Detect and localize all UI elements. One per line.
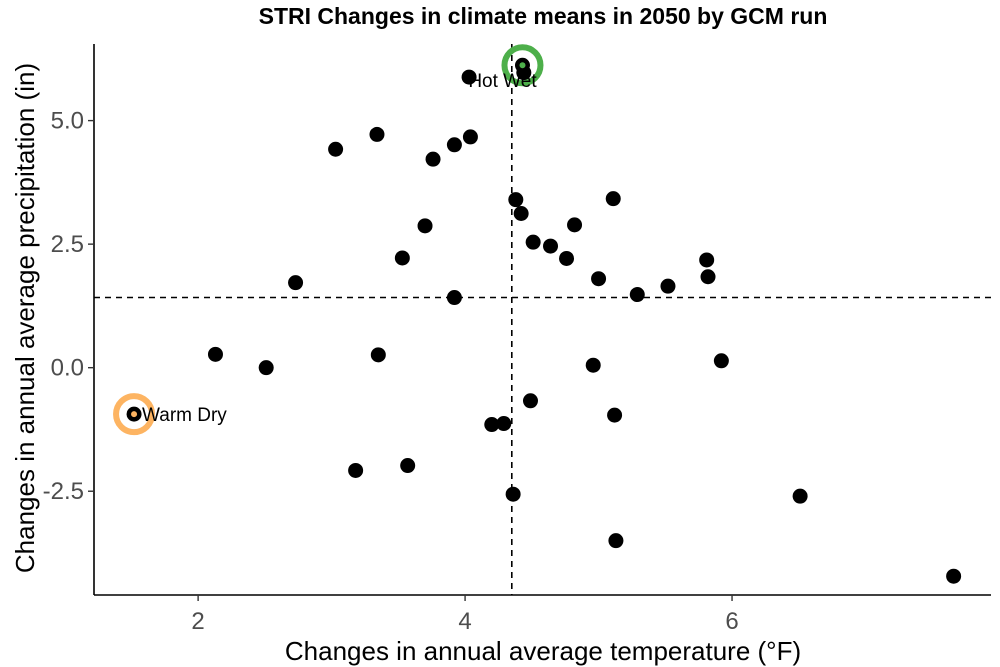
data-point: [496, 416, 512, 432]
data-point: [207, 346, 223, 362]
y-tick-label: 5.0: [51, 108, 84, 135]
data-point: [585, 357, 601, 373]
x-axis-label: Changes in annual average temperature (°…: [285, 636, 801, 666]
data-point: [608, 533, 624, 549]
data-point: [591, 271, 607, 287]
data-point: [505, 486, 521, 502]
data-point: [660, 278, 676, 294]
data-point: [446, 290, 462, 306]
y-tick-label: 2.5: [51, 231, 84, 258]
data-point: [400, 458, 416, 474]
reference-lines: [94, 44, 991, 595]
data-point: [522, 393, 538, 409]
data-point: [394, 250, 410, 266]
highlight-ring: [113, 393, 156, 436]
chart-title: STRI Changes in climate means in 2050 by…: [259, 3, 828, 29]
x-tick-label: 2: [191, 608, 204, 635]
highlight-markers: Hot Wet Warm Dry: [113, 44, 544, 436]
data-point: [946, 568, 962, 584]
y-tick-label: -2.5: [43, 478, 84, 505]
data-point: [513, 206, 529, 222]
data-point: [484, 417, 500, 433]
data-point: [417, 218, 433, 234]
highlight-label: Hot Wet: [468, 71, 537, 92]
highlight-center: [519, 62, 526, 69]
data-point: [461, 69, 477, 85]
x-tick-label: 6: [725, 608, 738, 635]
data-point: [425, 151, 441, 167]
data-point: [713, 353, 729, 369]
data-point: [446, 137, 462, 153]
data-point: [288, 275, 304, 291]
data-point: [543, 238, 559, 254]
y-axis-label: Changes in annual average precipitation …: [10, 63, 40, 573]
axes: 2 4 6 -2.5 0.0 2.5 5.0: [43, 44, 991, 635]
data-point: [462, 129, 478, 145]
x-tick-label: 4: [458, 608, 471, 635]
data-point: [605, 191, 621, 207]
data-point: [508, 192, 524, 208]
data-point: [369, 126, 385, 142]
data-point: [792, 488, 808, 504]
data-point: [559, 250, 575, 266]
data-point: [525, 234, 541, 250]
data-point: [607, 407, 623, 423]
highlight-label: Warm Dry: [142, 405, 227, 426]
highlight-center: [131, 411, 138, 418]
data-point: [567, 217, 583, 233]
data-point: [258, 360, 274, 376]
highlight-ring: [501, 44, 544, 87]
data-point: [348, 462, 364, 478]
data-point: [699, 252, 715, 268]
data-point: [328, 141, 344, 157]
data-point: [370, 347, 386, 363]
data-point: [629, 287, 645, 303]
data-points: [126, 57, 962, 584]
y-tick-label: 0.0: [51, 355, 84, 382]
data-point: [700, 269, 716, 285]
